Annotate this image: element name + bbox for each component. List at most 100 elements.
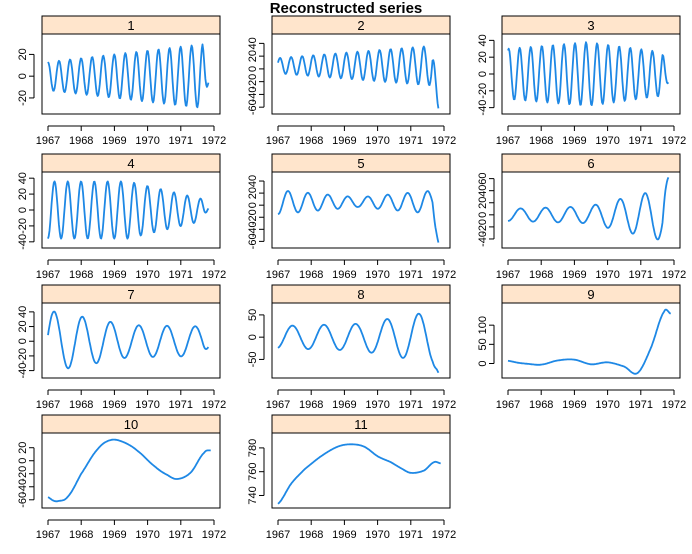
x-tick-label: 1967 xyxy=(496,135,520,147)
y-tick-label: 20 xyxy=(247,187,259,199)
x-tick-label: 1970 xyxy=(135,135,159,147)
y-tick-label: 20 xyxy=(17,188,29,200)
x-tick-label: 1970 xyxy=(135,399,159,411)
panel-10-frame xyxy=(41,432,221,509)
x-tick-label: 1967 xyxy=(266,529,290,541)
panel-11-series-line xyxy=(277,443,441,505)
x-tick-label: 1968 xyxy=(299,269,323,281)
y-tick-label: -40 xyxy=(477,231,489,247)
x-tick-label: 1972 xyxy=(662,135,686,147)
y-tick-label: 0 xyxy=(247,334,259,340)
y-tick-label: 20 xyxy=(17,442,29,454)
x-tick-label: 1970 xyxy=(135,529,159,541)
x-tick-label: 1970 xyxy=(135,269,159,281)
x-tick-label: 1969 xyxy=(102,135,126,147)
y-tick-label: -20 xyxy=(247,209,259,225)
y-tick-label: 0 xyxy=(477,71,489,77)
x-tick-label: 1968 xyxy=(529,135,553,147)
y-tick-label: -50 xyxy=(247,351,259,367)
x-tick-label: 1969 xyxy=(562,399,586,411)
x-tick-label: 1971 xyxy=(169,529,193,541)
y-tick-label: -20 xyxy=(17,218,29,234)
panel-6-series-line xyxy=(507,177,670,241)
panel-7-series-line xyxy=(47,310,210,370)
y-tick-label: -20 xyxy=(477,83,489,99)
y-tick-label: -40 xyxy=(247,86,259,102)
panel-5-label: 5 xyxy=(357,156,364,171)
y-tick-label: -40 xyxy=(17,234,29,250)
panel-2-series-line xyxy=(277,45,440,109)
x-tick-label: 1970 xyxy=(595,135,619,147)
chart-title: Reconstructed series xyxy=(269,0,423,17)
y-tick-label: 40 xyxy=(247,175,259,187)
x-tick-label: 1968 xyxy=(529,399,553,411)
x-tick-label: 1970 xyxy=(365,135,389,147)
panel-8-frame xyxy=(271,302,451,379)
panel-11-frame xyxy=(271,432,451,509)
x-tick-label: 1969 xyxy=(562,269,586,281)
x-tick-label: 1970 xyxy=(365,399,389,411)
x-tick-label: 1968 xyxy=(529,269,553,281)
panel-7-label: 7 xyxy=(127,287,134,302)
x-tick-label: 1970 xyxy=(365,269,389,281)
y-tick-label: 20 xyxy=(17,320,29,332)
x-tick-label: 1968 xyxy=(299,135,323,147)
x-tick-label: 1971 xyxy=(399,529,423,541)
panel-11-label: 11 xyxy=(354,417,368,432)
y-tick-label: 780 xyxy=(247,439,259,457)
panel-8-label: 8 xyxy=(357,287,364,302)
y-tick-label: -20 xyxy=(17,466,29,482)
y-tick-label: 100 xyxy=(477,316,489,334)
y-tick-label: 40 xyxy=(477,185,489,197)
x-tick-label: 1968 xyxy=(299,529,323,541)
y-tick-label: 20 xyxy=(17,48,29,60)
y-tick-label: -40 xyxy=(17,479,29,495)
y-tick-label: -20 xyxy=(17,348,29,364)
x-tick-label: 1967 xyxy=(266,269,290,281)
y-tick-label: 20 xyxy=(477,197,489,209)
y-tick-label: 0 xyxy=(17,207,29,213)
panel-5-frame xyxy=(271,171,451,249)
y-tick-label: -60 xyxy=(247,99,259,115)
x-tick-label: 1969 xyxy=(332,135,356,147)
x-tick-label: 1972 xyxy=(202,529,226,541)
x-tick-label: 1972 xyxy=(432,269,456,281)
x-tick-label: 1971 xyxy=(169,135,193,147)
x-tick-label: 1972 xyxy=(432,399,456,411)
panel-9-label: 9 xyxy=(587,287,594,302)
y-tick-label: 0 xyxy=(17,73,29,79)
y-tick-label: 50 xyxy=(247,309,259,321)
y-tick-label: 50 xyxy=(477,338,489,350)
y-tick-label: 20 xyxy=(477,51,489,63)
x-tick-label: 1970 xyxy=(365,529,389,541)
x-tick-label: 1968 xyxy=(299,399,323,411)
x-tick-label: 1969 xyxy=(332,269,356,281)
panel-2-frame xyxy=(271,33,451,115)
panel-9-frame xyxy=(501,302,681,379)
x-tick-label: 1972 xyxy=(662,269,686,281)
x-tick-label: 1971 xyxy=(399,399,423,411)
y-tick-label: -60 xyxy=(17,492,29,508)
x-tick-label: 1967 xyxy=(36,399,60,411)
panel-6-label: 6 xyxy=(587,156,594,171)
panel-1-series-line xyxy=(47,43,210,109)
panel-3-series-line xyxy=(507,41,670,106)
y-tick-label: 740 xyxy=(247,486,259,504)
x-tick-label: 1967 xyxy=(36,135,60,147)
y-tick-label: -20 xyxy=(17,90,29,106)
panel-5-series-line xyxy=(277,190,440,243)
x-tick-label: 1972 xyxy=(662,399,686,411)
x-tick-label: 1968 xyxy=(69,269,93,281)
y-tick-label: 0 xyxy=(477,360,489,366)
x-tick-label: 1967 xyxy=(266,399,290,411)
x-tick-label: 1967 xyxy=(496,269,520,281)
x-tick-label: 1969 xyxy=(102,269,126,281)
panel-2-label: 2 xyxy=(357,18,364,33)
x-tick-label: 1971 xyxy=(629,399,653,411)
y-tick-label: -40 xyxy=(17,363,29,379)
x-tick-label: 1971 xyxy=(169,269,193,281)
panel-9-series-line xyxy=(507,308,672,375)
x-tick-label: 1967 xyxy=(496,399,520,411)
x-tick-label: 1971 xyxy=(399,269,423,281)
